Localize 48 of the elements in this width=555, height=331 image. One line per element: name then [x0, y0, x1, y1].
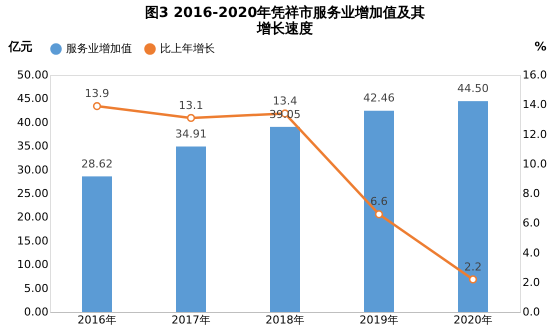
y-tick-label: 10.00: [17, 258, 48, 272]
y2-tick-label: 6.0: [522, 216, 540, 230]
data-label: 13.1: [178, 98, 204, 112]
bar: [270, 126, 300, 312]
point: [374, 210, 384, 218]
data-label: 13.9: [84, 87, 110, 100]
x-tick-label: 2016年: [78, 314, 116, 326]
bar: [176, 146, 206, 312]
y-tick-label: 35.00: [17, 140, 48, 153]
y-tick-label: 15.00: [17, 234, 48, 248]
y2-tick-label: 12.0: [522, 128, 547, 141]
x-tick-label: 2019年: [360, 314, 398, 326]
y2-tick-label: 4.0: [522, 246, 540, 260]
x-tick-label: 2017年: [172, 314, 210, 326]
legend-label: 比上年增长: [160, 42, 215, 55]
data-label: 28.62: [81, 157, 113, 170]
point: [186, 114, 196, 122]
bar: [364, 110, 394, 312]
y2-tick-label: 2.0: [522, 276, 540, 289]
y-tick-label: 25.00: [17, 187, 48, 200]
y-axis-title: 亿元: [8, 40, 32, 54]
data-label: 2.2: [464, 260, 482, 274]
y-tick-label: 5.00: [24, 282, 48, 295]
y2-tick-label: 10.0: [522, 157, 547, 170]
data-label: 13.4: [272, 94, 298, 108]
legend-label: 服务业增加值: [66, 42, 132, 55]
y2-tick-label: 14.0: [522, 98, 547, 112]
y2-axis-title: %: [534, 40, 547, 54]
y-tick-label: 45.00: [17, 92, 48, 106]
y-tick-label: 40.00: [17, 116, 48, 129]
chart-title: 图3 2016-2020年凭祥市服务业增加值及其增长速度: [144, 4, 426, 37]
y-tick-label: 30.00: [17, 163, 48, 176]
data-label: 44.50: [457, 82, 489, 96]
y2-tick-label: 8.0: [522, 187, 540, 200]
x-tick-label: 2020年: [454, 314, 492, 326]
y-tick-label: 0.00: [24, 306, 48, 318]
x-tick-label: 2018年: [266, 314, 304, 326]
data-label: 42.46: [363, 92, 395, 105]
y-tick-label: 20.00: [17, 210, 48, 224]
bar: [82, 176, 112, 312]
y2-tick-label: 0.0: [522, 306, 540, 318]
data-label: 6.6: [370, 195, 388, 208]
data-label: 34.91: [175, 128, 207, 141]
point: [92, 102, 102, 110]
point: [468, 275, 478, 284]
y-tick-label: 50.00: [17, 68, 48, 82]
y2-tick-label: 16.0: [522, 68, 547, 82]
bar: [458, 101, 488, 312]
